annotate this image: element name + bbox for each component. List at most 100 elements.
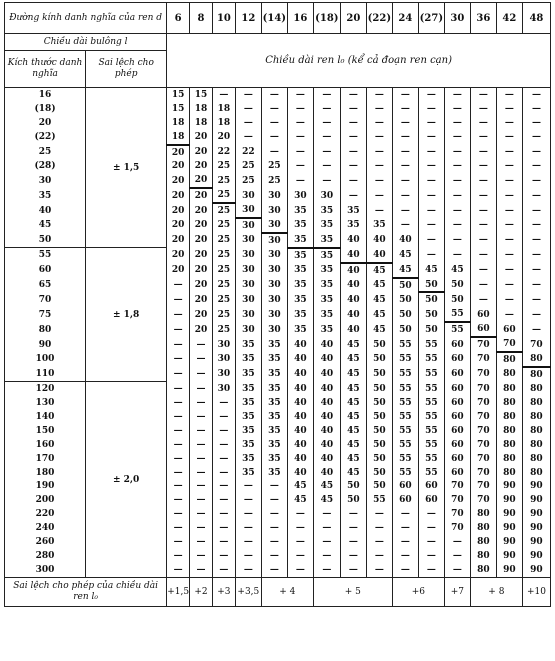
thread-length-cell: 22	[211, 144, 236, 160]
thread-length-cell: 80	[521, 465, 552, 480]
thread-length-cell: —	[312, 173, 341, 189]
thread-length-cell: 90	[495, 562, 523, 578]
thread-length-cell: —	[211, 479, 236, 494]
thread-length-cell: —	[417, 87, 445, 102]
bolt-length-cell: (28)	[3, 159, 87, 174]
thread-length-cell: 55	[391, 423, 419, 438]
thread-length-cell: 40	[286, 423, 314, 438]
thread-tolerance-cell: +3,5	[234, 576, 262, 607]
thread-length-cell: —	[312, 159, 341, 174]
thread-length-cell: —	[286, 549, 314, 563]
thread-length-cell: —	[189, 381, 213, 397]
thread-length-cell: 50	[391, 292, 419, 308]
thread-length-cell: 80	[521, 437, 552, 452]
thread-length-cell: —	[189, 423, 213, 438]
bolt-length-cell: 130	[3, 396, 87, 411]
thread-length-cell: —	[211, 549, 236, 563]
diameter-col-6: (18)	[312, 2, 341, 34]
thread-length-cell: —	[286, 521, 314, 536]
thread-length-cell: 55	[417, 437, 445, 452]
thread-length-cell: 25	[211, 307, 236, 323]
thread-length-cell: —	[417, 535, 445, 549]
thread-length-cell: 20	[189, 144, 213, 160]
thread-length-cell: 30	[211, 337, 236, 353]
thread-length-cell: —	[312, 87, 341, 102]
thread-length-cell: 35	[286, 307, 314, 323]
thread-length-cell: 40	[286, 396, 314, 411]
diameter-col-13: 42	[495, 2, 523, 34]
thread-length-cell: 45	[339, 366, 367, 382]
thread-length-cell: 90	[495, 535, 523, 549]
table-row: (22) 18 20 20— — — — — — — — — — — —	[3, 129, 552, 146]
thread-tolerance-cell: +10	[521, 576, 552, 607]
thread-length-cell: 30	[234, 277, 262, 293]
nominal-diameter-label: Đường kính danh nghĩa của ren d	[3, 2, 168, 34]
thread-length-cell: —	[286, 562, 314, 578]
thread-length-cell: 18	[166, 115, 191, 130]
thread-length-cell: —	[521, 322, 552, 338]
thread-length-cell: 50	[365, 437, 393, 452]
thread-length-cell: 40	[286, 366, 314, 382]
table-row: 40 20 20 25 30 30 35 35 35— — — — — — —	[3, 203, 552, 220]
thread-length-cell: 55	[417, 381, 445, 397]
thread-length-cell: 80	[521, 366, 552, 382]
thread-length-cell: 50	[443, 292, 471, 308]
thread-length-cell: 30	[260, 307, 288, 323]
thread-length-cell: —	[443, 203, 471, 219]
thread-length-cell: 60	[443, 423, 471, 438]
thread-length-cell: —	[211, 493, 236, 508]
thread-length-cell: 50	[417, 322, 445, 338]
thread-length-cell: —	[365, 203, 393, 219]
thread-length-cell: 60	[443, 352, 471, 367]
thread-length-cell: —	[339, 173, 367, 189]
thread-length-cell: 20	[166, 188, 191, 204]
thread-length-cell: —	[166, 366, 191, 382]
thread-length-cell: 45	[312, 493, 341, 508]
thread-length-cell: 50	[391, 307, 419, 323]
thread-length-cell: 80	[521, 423, 552, 438]
thread-length-cell: 55	[391, 396, 419, 411]
thread-length-cell: 18	[211, 115, 236, 130]
thread-length-cell: —	[286, 115, 314, 130]
thread-length-cell: —	[495, 307, 523, 323]
thread-length-cell: 55	[417, 337, 445, 353]
thread-length-cell: 80	[495, 437, 523, 452]
thread-length-cell: —	[166, 307, 191, 323]
thread-length-cell: 40	[286, 337, 314, 353]
thread-tolerance-cell: +1,5	[166, 576, 191, 607]
table-row: 120 ± 2,0— —30 35 35 40 40 45 50 55 55 60 70 80 80	[3, 381, 552, 578]
thread-length-cell: —	[469, 115, 497, 130]
thread-length-cell: —	[211, 87, 236, 102]
thread-length-cell: 30	[234, 232, 262, 248]
table-row: 130— — —35 35 40 40 45 50 55 55 60 70 80 80	[3, 396, 552, 411]
nominal-size-label: Kích thước danh nghĩa	[3, 50, 87, 88]
thread-length-cell: 50	[365, 479, 393, 494]
thread-length-cell: 25	[211, 218, 236, 233]
thread-length-cell: 35	[312, 307, 341, 323]
thread-length-cell: 35	[312, 322, 341, 338]
thread-length-cell: 35	[260, 381, 288, 397]
thread-length-cell: 40	[312, 381, 341, 397]
thread-length-cell: 60	[417, 493, 445, 508]
thread-length-cell: 70	[469, 366, 497, 382]
thread-length-cell: 80	[495, 423, 523, 438]
thread-length-cell: —	[521, 173, 552, 189]
thread-length-cell: —	[260, 535, 288, 549]
thread-length-cell: —	[469, 159, 497, 174]
thread-length-cell: —	[189, 352, 213, 367]
thread-length-cell: 90	[521, 479, 552, 494]
thread-length-cell: 30	[260, 262, 288, 278]
thread-length-cell: 55	[417, 423, 445, 438]
thread-length-cell: 45	[365, 322, 393, 338]
thread-length-cell: —	[417, 232, 445, 248]
thread-length-cell: 40	[286, 451, 314, 466]
thread-length-cell: 30	[211, 381, 236, 397]
thread-length-cell: —	[211, 535, 236, 549]
thread-length-cell: —	[339, 144, 367, 160]
thread-length-cell: 60	[469, 307, 497, 323]
thread-length-cell: 60	[391, 479, 419, 494]
diameter-col-9: 24	[391, 2, 419, 34]
table-row: 60 20 20 25 30 30 35 35 40 45 45 45 45— — —	[3, 262, 552, 279]
thread-length-cell: —	[189, 451, 213, 466]
thread-length-cell: 40	[365, 247, 393, 264]
